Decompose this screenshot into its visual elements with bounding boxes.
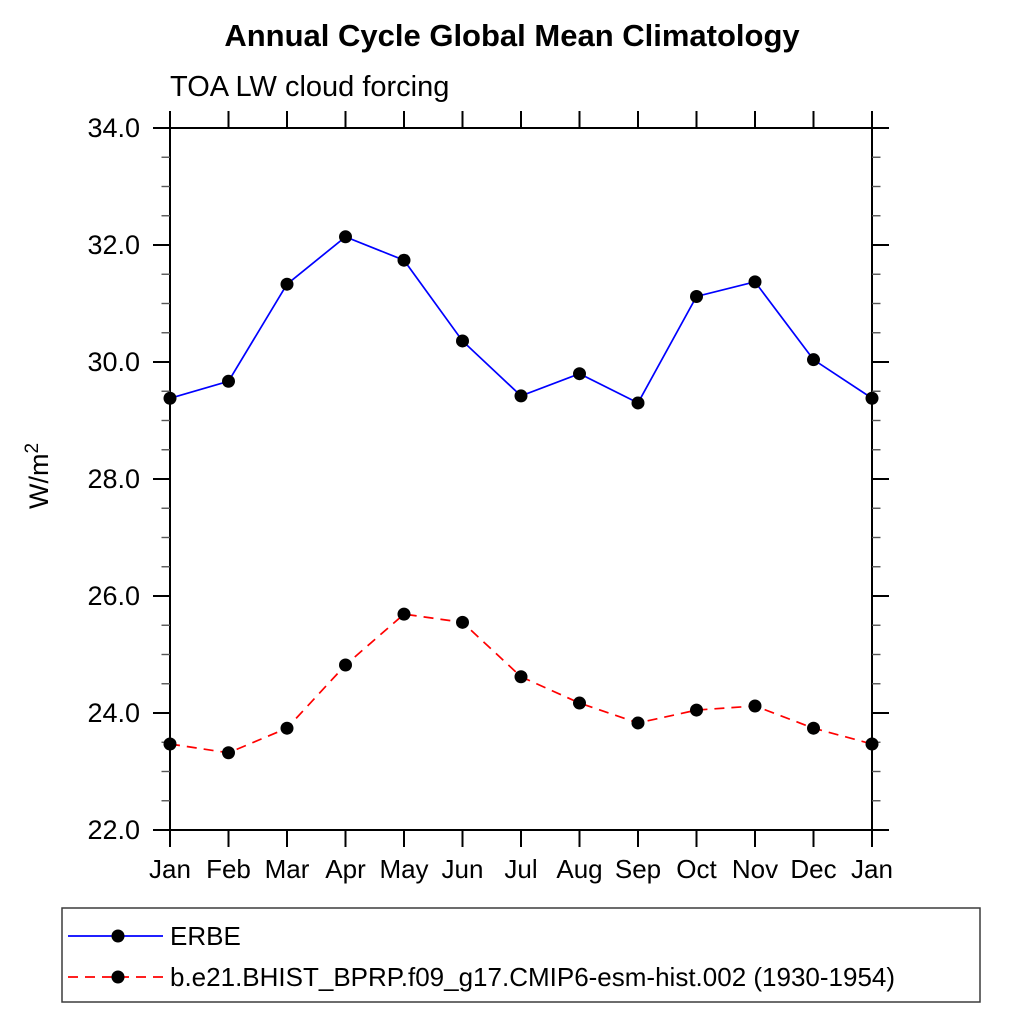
chart-title: Annual Cycle Global Mean Climatology <box>224 18 800 53</box>
x-tick-label: Jul <box>504 854 537 884</box>
legend-marker-erbe <box>111 929 125 943</box>
data-point <box>163 391 177 405</box>
x-tick-label: Oct <box>676 854 717 884</box>
data-point <box>514 670 528 684</box>
y-tick-label: 24.0 <box>87 698 140 728</box>
y-axis-label: W/m2 <box>22 443 54 509</box>
legend-entry-erbe: ERBE <box>68 921 241 951</box>
data-point <box>807 353 820 367</box>
data-point <box>865 391 879 405</box>
data-point <box>280 277 294 291</box>
data-point <box>222 746 235 760</box>
x-tick-label: Mar <box>265 854 310 884</box>
y-tick-label: 22.0 <box>87 815 140 845</box>
plot-area: 22.0 24.0 26.0 28.0 30.0 32.0 34.0 Jan Feb Mar Apr… <box>87 111 893 884</box>
data-point <box>456 615 469 629</box>
data-point <box>397 607 411 621</box>
legend-marker-model <box>111 970 125 984</box>
legend-label-erbe: ERBE <box>170 921 241 951</box>
y-tick-label: 32.0 <box>87 230 140 260</box>
data-point <box>690 703 703 717</box>
data-point <box>631 716 645 730</box>
data-point <box>339 230 352 244</box>
plot-frame <box>169 127 873 831</box>
data-point <box>163 737 177 751</box>
data-point <box>807 721 820 735</box>
y-tick-label: 26.0 <box>87 581 140 611</box>
legend-label-model: b.e21.BHIST_BPRP.f09_g17.CMIP6-esm-hist.… <box>170 962 895 992</box>
x-tick-label: Sep <box>615 854 661 884</box>
x-tick-label: Nov <box>732 854 778 884</box>
data-point <box>573 367 586 381</box>
series-line-1 <box>169 613 873 754</box>
y-tick-label: 30.0 <box>87 347 140 377</box>
data-point <box>748 699 762 713</box>
x-tick-label: Feb <box>206 854 251 884</box>
legend: ERBE b.e21.BHIST_BPRP.f09_g17.CMIP6-esm-… <box>61 907 981 1003</box>
data-point <box>397 253 411 267</box>
x-tick-label: Jan <box>851 854 893 884</box>
y-tick-label: 28.0 <box>87 464 140 494</box>
data-point <box>690 289 703 303</box>
data-point <box>280 721 294 735</box>
data-point <box>456 334 469 348</box>
y-tick-label: 34.0 <box>87 113 140 143</box>
data-point <box>631 396 645 410</box>
data-point <box>222 374 235 388</box>
x-tick-label: Jun <box>442 854 484 884</box>
x-tick-label: Apr <box>325 854 366 884</box>
x-tick-label: Jan <box>149 854 191 884</box>
data-point <box>748 275 762 289</box>
data-point <box>339 658 352 672</box>
data-point <box>865 737 879 751</box>
legend-box <box>61 907 981 1003</box>
x-tick-label: May <box>379 854 428 884</box>
x-tick-label: Aug <box>556 854 602 884</box>
data-point <box>514 389 528 403</box>
series-line-0 <box>169 235 873 405</box>
data-point <box>573 696 586 710</box>
legend-entry-model: b.e21.BHIST_BPRP.f09_g17.CMIP6-esm-hist.… <box>68 962 895 992</box>
chart-subtitle: TOA LW cloud forcing <box>170 71 449 103</box>
x-tick-label: Dec <box>790 854 836 884</box>
